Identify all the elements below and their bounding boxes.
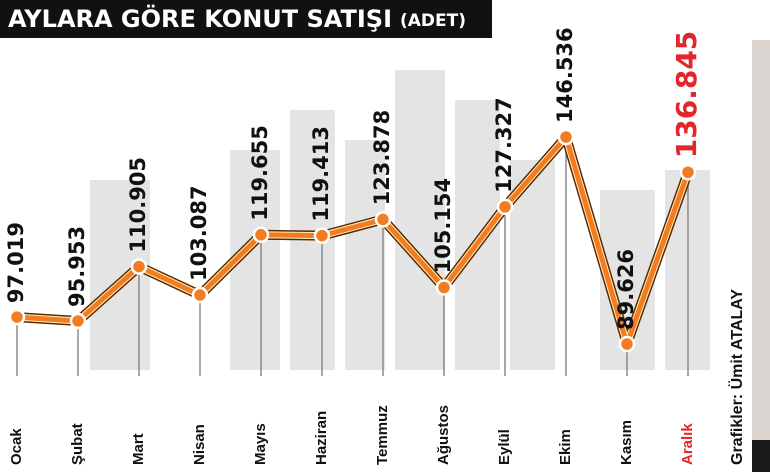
value-label: 127.327 (492, 97, 516, 193)
point (435, 279, 453, 296)
side-photo (752, 40, 770, 440)
x-tick-label: Kasım (618, 420, 635, 465)
point (618, 335, 636, 353)
value-label: 123.878 (370, 110, 394, 206)
value-label: 119.413 (309, 126, 333, 222)
x-tick-label: Haziran (313, 411, 330, 465)
value-label: 146.536 (553, 27, 577, 123)
point (191, 286, 209, 304)
x-tick-label: Mayıs (252, 423, 269, 465)
x-tick-label: Aralık (679, 423, 696, 465)
x-tick-label: Ekim (557, 429, 574, 465)
x-tick-label: Nisan (191, 424, 208, 465)
value-label: 95.953 (65, 226, 89, 307)
credit: Grafikler: Ümit ATALAY (727, 289, 746, 465)
line (16, 134, 691, 347)
value-label: 105.154 (431, 178, 455, 274)
x-tick-label: Eylül (496, 429, 513, 465)
side-photo (752, 440, 770, 472)
point (557, 128, 575, 146)
point (679, 163, 697, 181)
value-label: 110.905 (126, 157, 150, 253)
x-tick-label: Ocak (8, 428, 25, 465)
chart-subtitle: (ADET) (400, 11, 466, 31)
point (252, 226, 270, 244)
x-tick-label: Şubat (69, 423, 86, 465)
point (69, 312, 87, 330)
point (130, 258, 148, 275)
point (8, 308, 26, 326)
point (313, 227, 331, 244)
value-label: 103.087 (187, 185, 211, 281)
value-label: 97.019 (4, 222, 28, 303)
x-tick-label: Ağustos (435, 405, 452, 465)
title-bar (0, 0, 492, 38)
x-tick-label: Mart (130, 433, 147, 465)
point (374, 211, 392, 228)
value-label: 136.845 (670, 31, 703, 159)
value-label: 89.626 (614, 249, 638, 330)
point (496, 198, 514, 216)
x-tick-label: Temmuz (374, 405, 391, 465)
value-label: 119.655 (248, 125, 272, 221)
chart-title: AYLARA GÖRE KONUT SATIŞI (8, 3, 392, 33)
